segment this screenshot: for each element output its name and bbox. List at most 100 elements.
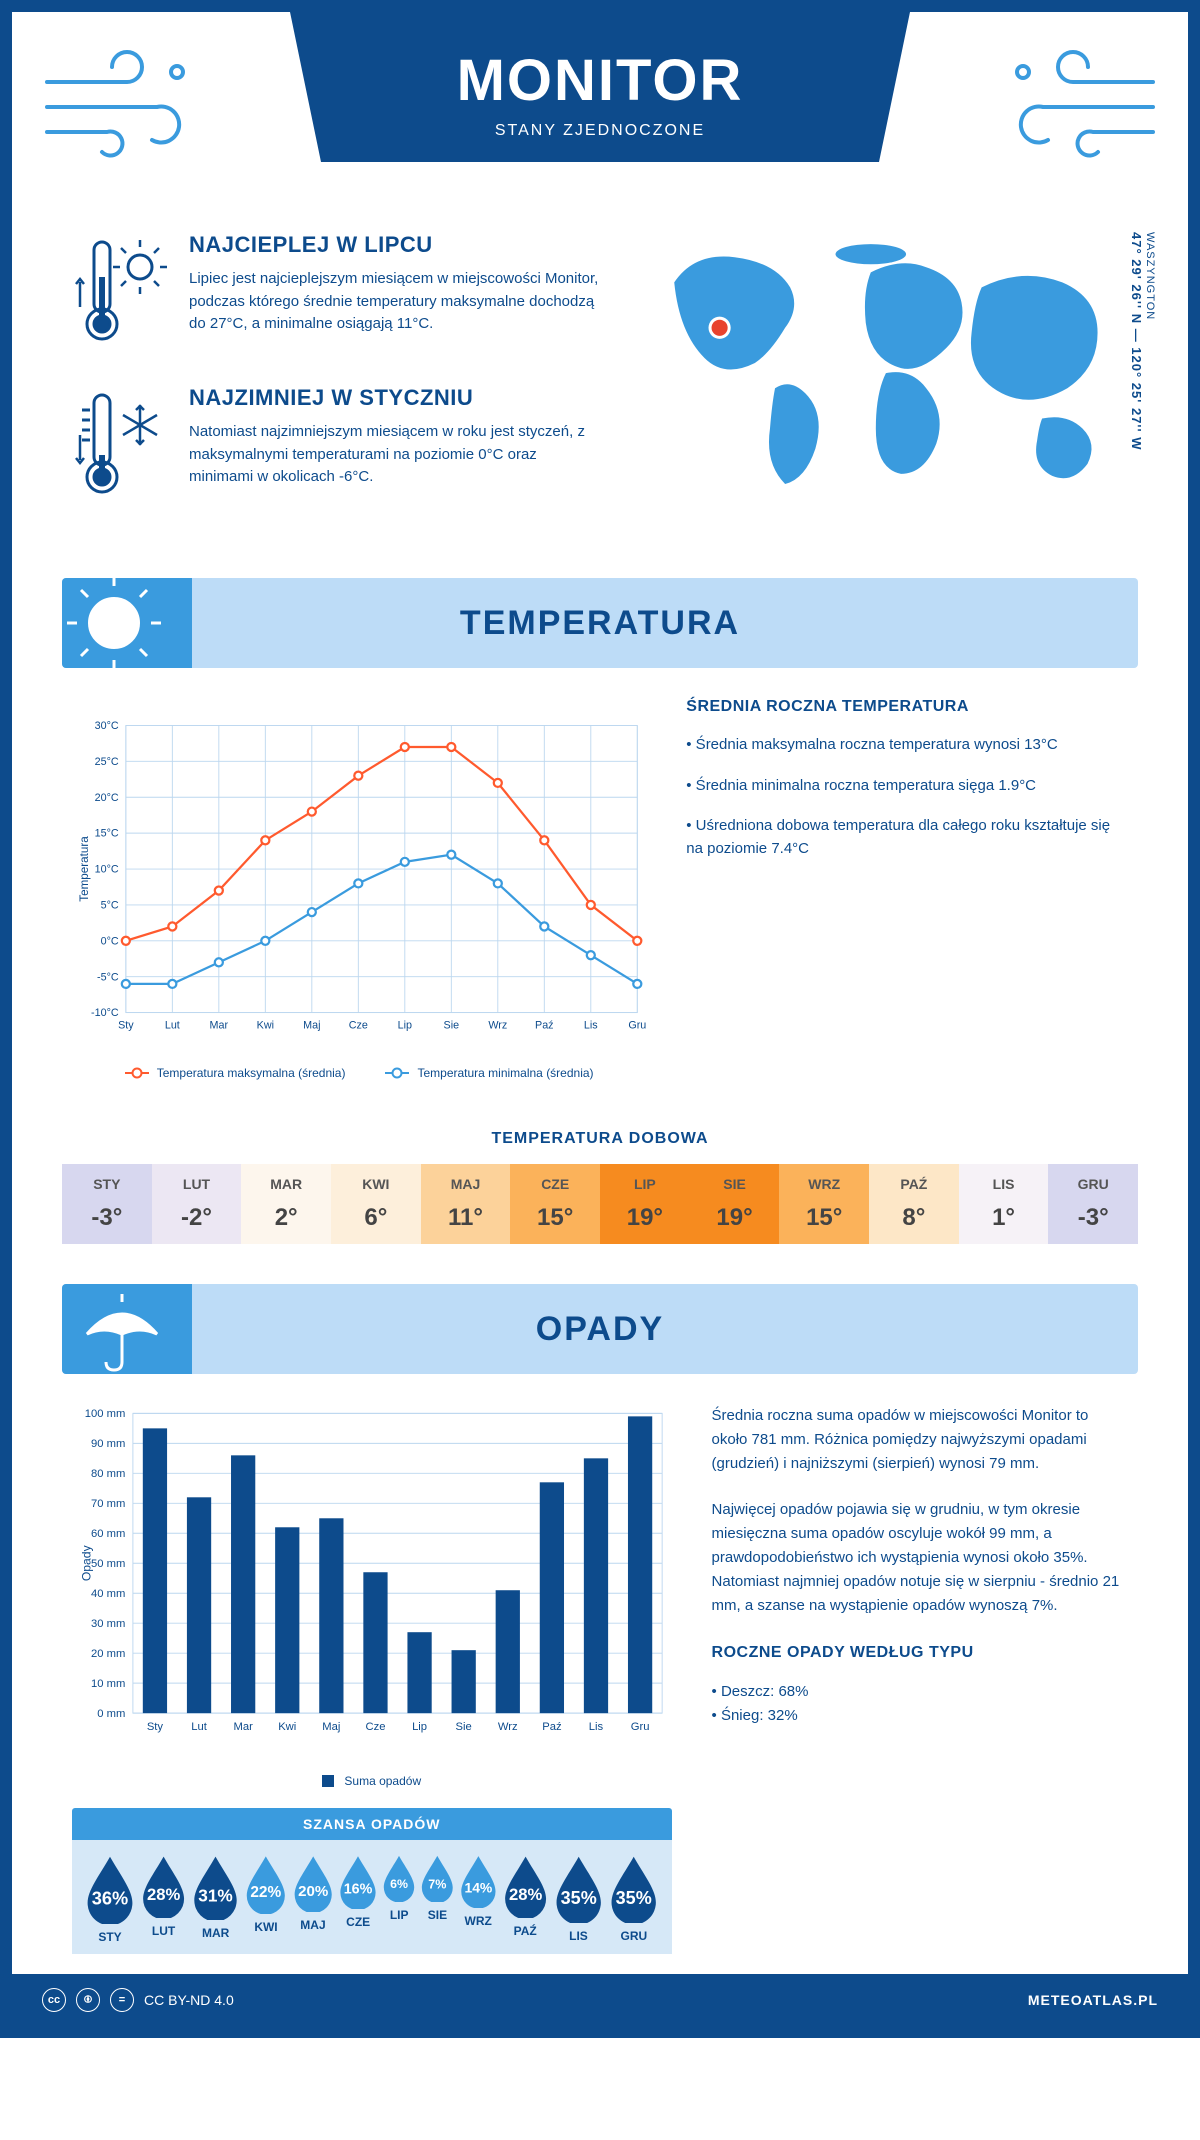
- raindrop-icon: 22%: [242, 1854, 290, 1914]
- chance-cell: 22% KWI: [242, 1854, 290, 1944]
- daily-cell: SIE19°: [690, 1164, 780, 1244]
- svg-text:Lut: Lut: [165, 1020, 180, 1032]
- thermometer-cold-icon: [72, 385, 167, 505]
- svg-text:Maj: Maj: [322, 1721, 340, 1733]
- daily-cell: LIP19°: [600, 1164, 690, 1244]
- svg-text:25°C: 25°C: [95, 756, 119, 768]
- raindrop-icon: 35%: [551, 1854, 606, 1923]
- infographic-frame: MONITOR STANY ZJEDNOCZONE: [0, 0, 1200, 2038]
- svg-text:70 mm: 70 mm: [91, 1498, 125, 1510]
- svg-text:36%: 36%: [92, 1888, 128, 1908]
- svg-text:Wrz: Wrz: [488, 1020, 507, 1032]
- precipitation-banner: OPADY: [62, 1284, 1138, 1374]
- daily-cell: MAJ11°: [421, 1164, 511, 1244]
- svg-text:Cze: Cze: [349, 1020, 368, 1032]
- footer: cc 🅯 = CC BY-ND 4.0 METEOATLAS.PL: [12, 1974, 1188, 2026]
- raindrop-icon: 7%: [418, 1854, 457, 1902]
- coldest-text: Natomiast najzimniejszym miesiącem w rok…: [189, 421, 604, 489]
- title-banner: MONITOR STANY ZJEDNOCZONE: [290, 12, 910, 162]
- svg-text:Cze: Cze: [365, 1721, 385, 1733]
- chance-cell: 16% CZE: [336, 1854, 380, 1944]
- daily-temp-table: STY-3°LUT-2°MAR2°KWI6°MAJ11°CZE15°LIP19°…: [62, 1164, 1138, 1244]
- svg-text:80 mm: 80 mm: [91, 1468, 125, 1480]
- svg-text:22%: 22%: [251, 1884, 282, 1901]
- temperature-legend: .legend-item:nth-child(1) .legend-swatch…: [72, 1066, 646, 1080]
- daily-temp-heading: TEMPERATURA DOBOWA: [12, 1130, 1188, 1148]
- temp-info-bullet: • Uśredniona dobowa temperatura dla całe…: [686, 815, 1128, 860]
- temperature-banner: TEMPERATURA: [62, 578, 1138, 668]
- daily-cell: LIS1°: [959, 1164, 1049, 1244]
- license-text: CC BY-ND 4.0: [144, 1992, 234, 2008]
- temp-info-bullet: • Średnia maksymalna roczna temperatura …: [686, 734, 1128, 757]
- svg-text:Wrz: Wrz: [498, 1721, 518, 1733]
- raindrop-icon: 36%: [82, 1854, 138, 1924]
- warmest-block: NAJCIEPLEJ W LIPCU Lipiec jest najcieple…: [72, 232, 604, 357]
- svg-text:Sie: Sie: [456, 1721, 472, 1733]
- chance-cell: 35% GRU: [606, 1854, 661, 1944]
- svg-text:-10°C: -10°C: [91, 1007, 119, 1019]
- svg-text:Gru: Gru: [631, 1721, 650, 1733]
- svg-text:20 mm: 20 mm: [91, 1648, 125, 1660]
- svg-text:Temperatura: Temperatura: [78, 836, 91, 902]
- site-name: METEOATLAS.PL: [1028, 1992, 1158, 2008]
- svg-text:0°C: 0°C: [101, 935, 119, 947]
- svg-text:Lut: Lut: [191, 1721, 207, 1733]
- daily-cell: CZE15°: [510, 1164, 600, 1244]
- chance-cell: 7% SIE: [418, 1854, 457, 1944]
- daily-cell: LUT-2°: [152, 1164, 242, 1244]
- svg-text:15°C: 15°C: [95, 828, 119, 840]
- wind-icon-left: [37, 42, 207, 162]
- svg-text:10°C: 10°C: [95, 864, 119, 876]
- raindrop-icon: 28%: [500, 1854, 551, 1918]
- coldest-block: NAJZIMNIEJ W STYCZNIU Natomiast najzimni…: [72, 385, 604, 510]
- daily-cell: KWI6°: [331, 1164, 421, 1244]
- svg-text:Lip: Lip: [398, 1020, 412, 1032]
- svg-text:90 mm: 90 mm: [91, 1438, 125, 1450]
- header: MONITOR STANY ZJEDNOCZONE: [12, 12, 1188, 212]
- svg-text:6%: 6%: [390, 1877, 408, 1891]
- nd-icon: =: [110, 1988, 134, 2012]
- svg-text:100 mm: 100 mm: [85, 1408, 126, 1420]
- svg-text:14%: 14%: [464, 1880, 492, 1896]
- svg-text:31%: 31%: [198, 1886, 232, 1906]
- page-subtitle: STANY ZJEDNOCZONE: [290, 122, 910, 140]
- intro-section: NAJCIEPLEJ W LIPCU Lipiec jest najcieple…: [12, 212, 1188, 568]
- precipitation-bar-chart: 0 mm10 mm20 mm30 mm40 mm50 mm60 mm70 mm8…: [72, 1404, 672, 1764]
- svg-text:28%: 28%: [147, 1885, 180, 1904]
- daily-cell: WRZ15°: [779, 1164, 869, 1244]
- svg-text:20°C: 20°C: [95, 792, 119, 804]
- svg-text:Sty: Sty: [147, 1721, 164, 1733]
- raindrop-icon: 6%: [380, 1854, 418, 1902]
- daily-cell: STY-3°: [62, 1164, 152, 1244]
- svg-text:Lis: Lis: [584, 1020, 598, 1032]
- svg-text:Lip: Lip: [412, 1721, 427, 1733]
- raindrop-icon: 16%: [336, 1854, 380, 1909]
- svg-text:35%: 35%: [616, 1888, 652, 1908]
- umbrella-icon: [62, 1284, 192, 1374]
- svg-text:5°C: 5°C: [101, 900, 119, 912]
- temperature-line-chart: -10°C-5°C0°C5°C10°C15°C20°C25°C30°CStyLu…: [72, 698, 646, 1058]
- world-map-icon: [644, 232, 1128, 494]
- precipitation-legend: Suma opadów: [72, 1774, 672, 1788]
- coldest-title: NAJZIMNIEJ W STYCZNIU: [189, 385, 604, 411]
- svg-text:Kwi: Kwi: [278, 1721, 296, 1733]
- svg-text:35%: 35%: [560, 1888, 596, 1908]
- daily-cell: MAR2°: [241, 1164, 331, 1244]
- temperature-info: ŚREDNIA ROCZNA TEMPERATURA • Średnia mak…: [686, 698, 1128, 1080]
- chance-table: 36% STY 28% LUT 31% MAR 22% KWI 20% MAJ: [72, 1840, 672, 1954]
- raindrop-icon: 28%: [138, 1854, 189, 1918]
- raindrop-icon: 14%: [457, 1854, 500, 1908]
- svg-text:Mar: Mar: [210, 1020, 229, 1032]
- svg-text:30 mm: 30 mm: [91, 1618, 125, 1630]
- daily-cell: GRU-3°: [1048, 1164, 1138, 1244]
- svg-text:Maj: Maj: [303, 1020, 320, 1032]
- svg-text:40 mm: 40 mm: [91, 1588, 125, 1600]
- svg-text:Sty: Sty: [118, 1020, 134, 1032]
- svg-text:0 mm: 0 mm: [97, 1708, 125, 1720]
- warmest-title: NAJCIEPLEJ W LIPCU: [189, 232, 604, 258]
- cc-icon: cc: [42, 1988, 66, 2012]
- svg-text:Kwi: Kwi: [257, 1020, 274, 1032]
- wind-icon-right: [993, 42, 1163, 162]
- chance-cell: 28% LUT: [138, 1854, 189, 1944]
- svg-text:60 mm: 60 mm: [91, 1528, 125, 1540]
